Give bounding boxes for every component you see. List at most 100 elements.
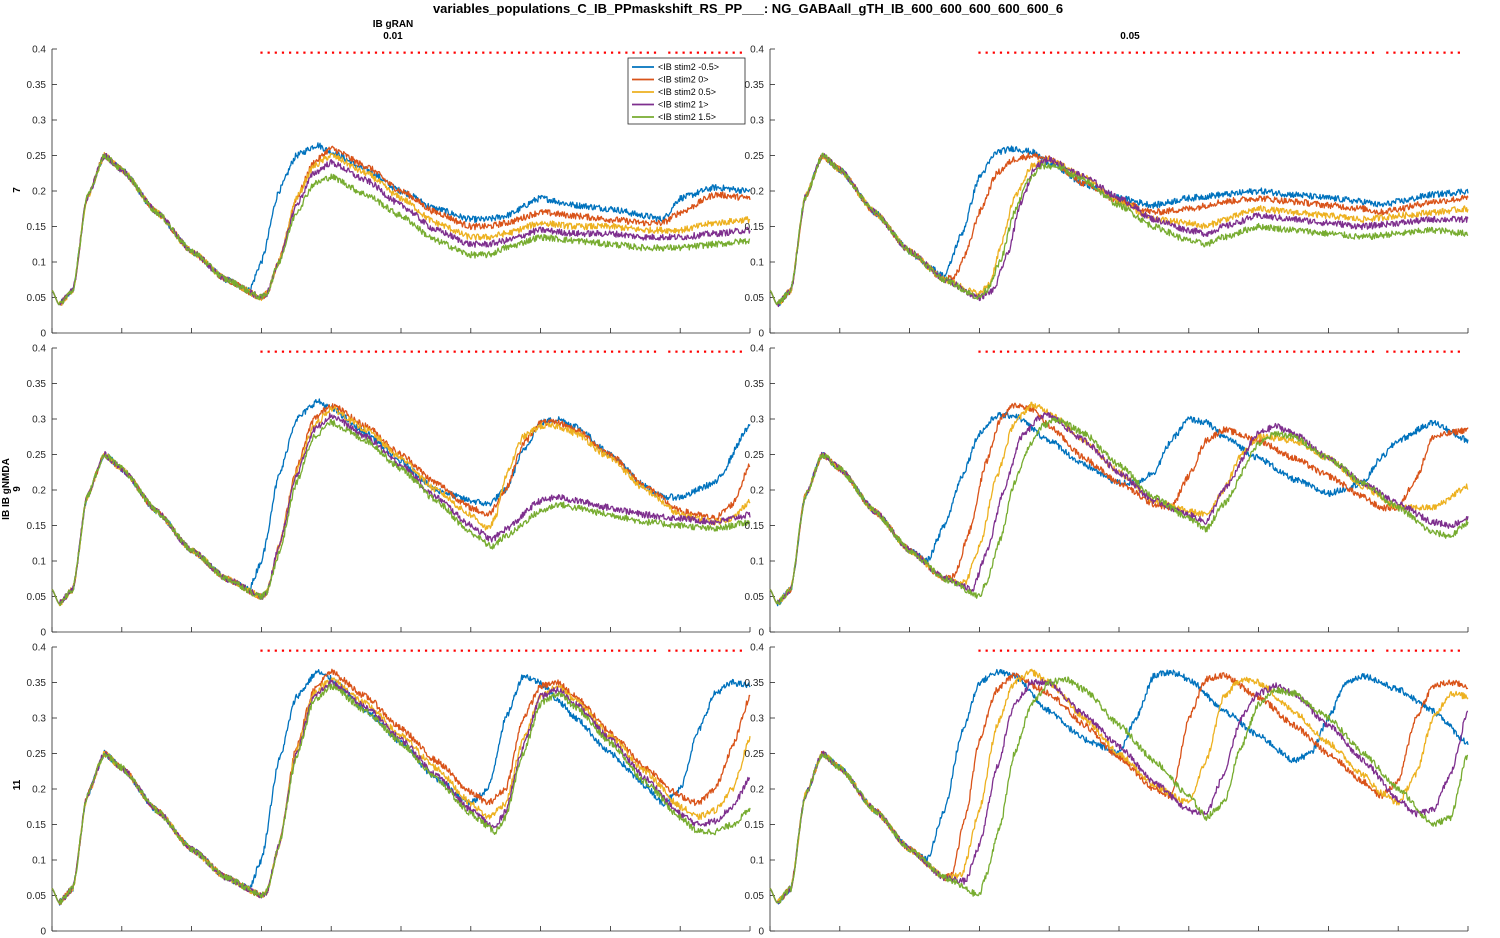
pulse-marker [1164,649,1167,652]
pulse-marker [1443,51,1446,54]
pulse-marker [1429,51,1432,54]
pulse-marker [992,51,995,54]
pulse-marker [1121,51,1124,54]
pulse-marker [739,649,742,652]
pulse-marker [1200,649,1203,652]
pulse-marker [267,649,270,652]
plot-area [770,49,1468,333]
pulse-marker [1221,350,1224,353]
pulse-marker [510,649,514,652]
y-tick-label: 0.4 [750,643,764,654]
pulse-marker [1214,350,1217,353]
pulse-marker [1286,649,1289,652]
pulse-marker [1107,350,1110,353]
pulse-marker [1264,350,1267,353]
pulse-marker [267,51,270,54]
pulse-marker [575,649,578,652]
pulse-marker [985,51,988,54]
pulse-marker [639,649,642,652]
pulse-marker [539,51,542,54]
pulse-marker [1407,51,1410,54]
pulse-marker [560,649,564,652]
pulse-marker [1142,51,1146,54]
pulse-marker [260,649,263,652]
pulse-marker [1028,51,1031,54]
pulse-marker [260,350,263,353]
pulse-marker [1185,350,1189,353]
pulse-marker [360,350,363,353]
pulse-marker [1450,51,1453,54]
pulse-marker [439,51,442,54]
pulse-marker [632,649,635,652]
pulse-marker [346,51,349,54]
pulse-marker [1328,51,1332,54]
pulse-marker [639,350,642,353]
pulse-marker [1049,350,1053,353]
pulse-marker [403,350,406,353]
pulse-marker [1007,649,1010,652]
pulse-marker [1336,350,1339,353]
pulse-marker [1007,51,1010,54]
pulse-marker [1221,51,1224,54]
pulse-marker [1135,51,1138,54]
pulse-marker [1386,649,1389,652]
pulse-marker [1035,350,1038,353]
pulse-marker [739,350,742,353]
pulse-marker [303,350,306,353]
pulse-marker [1257,350,1260,353]
pulse-marker [460,350,463,353]
pulse-marker [453,51,456,54]
pulse-marker [1100,350,1103,353]
pulse-marker [668,649,671,652]
pulse-marker [1035,649,1038,652]
pulse-marker [653,649,657,652]
figure-title: variables_populations_C_IB_PPmaskshift_R… [433,1,1063,16]
pulse-marker [1414,51,1418,54]
y-tick-label: 0.05 [745,891,765,902]
pulse-marker [718,649,721,652]
pulse-marker [482,649,485,652]
pulse-marker [1121,649,1124,652]
pulse-marker [289,350,292,353]
pulse-marker [382,350,385,353]
y-tick-label: 0.4 [32,643,46,654]
pulse-marker [410,51,413,54]
pulse-marker [489,649,492,652]
pulse-marker [1185,649,1189,652]
pulse-marker [346,350,349,353]
pulse-marker [1407,350,1410,353]
pulse-marker [1429,649,1432,652]
pulse-marker [453,649,456,652]
pulse-marker [1193,350,1196,353]
pulse-marker [1243,51,1246,54]
pulse-marker [1271,51,1274,54]
pulse-marker [1114,350,1117,353]
y-tick-label: 0.2 [750,785,764,796]
pulse-marker [1071,350,1074,353]
pulse-marker [589,51,592,54]
pulse-marker [546,649,549,652]
pulse-marker [1107,649,1110,652]
pulse-marker [1278,51,1282,54]
pulse-marker [1243,350,1246,353]
pulse-marker [496,649,499,652]
y-tick-label: 0.35 [745,379,765,390]
pulse-marker [632,51,635,54]
series-line [769,672,1469,904]
pulse-marker [331,649,335,652]
pulse-marker [999,51,1003,54]
pulse-marker [992,350,995,353]
pulse-marker [1150,649,1153,652]
pulse-marker [260,51,263,54]
pulse-marker [1364,649,1367,652]
pulse-marker [1092,649,1096,652]
pulse-marker [396,350,399,353]
pulse-marker [1150,350,1153,353]
pulse-marker [1293,51,1296,54]
pulse-marker [1393,51,1396,54]
y-tick-label: 0.25 [745,749,765,760]
pulse-marker [696,350,700,353]
pulse-marker [618,350,621,353]
pulse-marker [1457,350,1460,353]
